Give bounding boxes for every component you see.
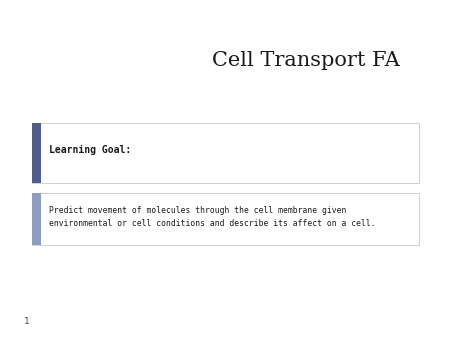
FancyBboxPatch shape <box>32 123 41 183</box>
Text: Predict movement of molecules through the cell membrane given
environmental or c: Predict movement of molecules through th… <box>49 206 375 228</box>
Text: Cell Transport FA: Cell Transport FA <box>212 51 400 70</box>
Text: 1: 1 <box>24 317 30 325</box>
FancyBboxPatch shape <box>32 123 419 183</box>
Text: Learning Goal:: Learning Goal: <box>49 145 131 155</box>
FancyBboxPatch shape <box>32 193 41 245</box>
FancyBboxPatch shape <box>32 193 419 245</box>
